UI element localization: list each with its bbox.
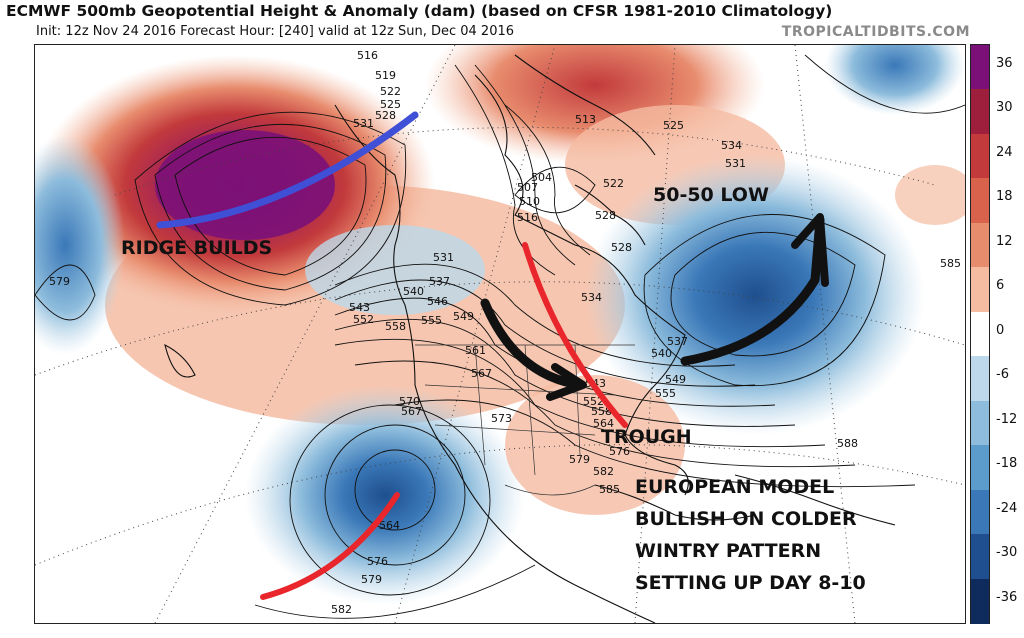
svg-text:549: 549: [453, 310, 474, 323]
svg-text:531: 531: [353, 117, 374, 130]
map-svg: 516 519 522 525 528 531 504 507 510 513 …: [35, 45, 965, 623]
svg-text:525: 525: [380, 98, 401, 111]
colorbar-tick-label: 30: [996, 100, 1013, 116]
commentary-line-3: WINTRY PATTERN: [635, 540, 821, 562]
colorbar-swatch: [971, 267, 989, 313]
svg-text:579: 579: [49, 275, 70, 288]
svg-text:522: 522: [380, 85, 401, 98]
colorbar-tick-label: -24: [996, 500, 1018, 516]
colorbar-swatch: [971, 356, 989, 402]
svg-text:570: 570: [399, 395, 420, 408]
brand-watermark: TROPICALTIDBITS.COM: [781, 24, 970, 40]
colorbar-tick-label: -36: [996, 589, 1018, 605]
trough-label: TROUGH: [601, 426, 692, 448]
svg-text:519: 519: [375, 69, 396, 82]
map-panel: 516 519 522 525 528 531 504 507 510 513 …: [34, 44, 966, 624]
colorbar-swatch: [971, 89, 989, 135]
colorbar-swatch: [971, 445, 989, 491]
svg-text:573: 573: [491, 412, 512, 425]
fifty-fifty-low-label: 50-50 LOW: [653, 184, 769, 206]
svg-text:513: 513: [575, 113, 596, 126]
svg-text:507: 507: [517, 181, 538, 194]
svg-text:585: 585: [599, 483, 620, 496]
coastlines: [164, 54, 896, 623]
commentary-line-4: SETTING UP DAY 8-10: [635, 572, 866, 594]
sw-trough-line: [260, 492, 400, 600]
flow-arrow-trough: [480, 298, 587, 401]
svg-text:567: 567: [471, 367, 492, 380]
svg-text:537: 537: [429, 275, 450, 288]
svg-text:579: 579: [569, 453, 590, 466]
svg-text:543: 543: [349, 301, 370, 314]
svg-text:552: 552: [353, 313, 374, 326]
svg-text:567: 567: [401, 405, 422, 418]
latlon-grid: [35, 45, 965, 623]
colorbar-tick-label: -18: [996, 456, 1018, 472]
svg-text:540: 540: [403, 285, 424, 298]
colorbar-tick-label: -12: [996, 411, 1018, 427]
trough-axis-line: [522, 242, 628, 428]
colorbar-tick-label: 6: [996, 278, 1005, 294]
colorbar-swatch: [971, 534, 989, 580]
chart-subtitle: Init: 12z Nov 24 2016 Forecast Hour: [24…: [36, 24, 515, 39]
svg-text:516: 516: [357, 49, 378, 62]
colorbar-tick-label: 24: [996, 144, 1013, 160]
colorbar-swatch: [971, 133, 989, 180]
svg-text:564: 564: [379, 519, 400, 532]
colorbar-tick-label: 12: [996, 233, 1013, 249]
ridge-axis-line: [156, 111, 419, 229]
height-contours: [35, 54, 965, 619]
ridge-builds-label: RIDGE BUILDS: [121, 237, 272, 259]
svg-text:579: 579: [361, 573, 382, 586]
chart-title: ECMWF 500mb Geopotential Height & Anomal…: [6, 2, 833, 20]
commentary-line-1: EUROPEAN MODEL: [635, 476, 834, 498]
height-labels: 516 519 522 525 528 531 504 507 510 513 …: [49, 49, 961, 616]
flow-arrow-northeast: [680, 213, 829, 366]
colorbar-swatch: [971, 400, 989, 447]
colorbar-tick-label: -30: [996, 545, 1018, 561]
svg-text:531: 531: [725, 157, 746, 170]
svg-text:561: 561: [465, 344, 486, 357]
svg-text:558: 558: [591, 405, 612, 418]
colorbar-swatch: [971, 311, 989, 358]
colorbar-swatch: [971, 178, 989, 224]
svg-text:531: 531: [433, 251, 454, 264]
svg-text:537: 537: [667, 335, 688, 348]
svg-text:540: 540: [651, 347, 672, 360]
svg-text:528: 528: [611, 241, 632, 254]
svg-text:504: 504: [531, 171, 552, 184]
svg-text:528: 528: [595, 209, 616, 222]
svg-text:516: 516: [517, 211, 538, 224]
svg-text:576: 576: [609, 445, 630, 458]
svg-text:522: 522: [603, 177, 624, 190]
svg-text:546: 546: [427, 295, 448, 308]
svg-text:534: 534: [581, 291, 602, 304]
svg-text:558: 558: [385, 320, 406, 333]
colorbar-tick-label: 18: [996, 189, 1013, 205]
svg-text:549: 549: [665, 373, 686, 386]
svg-text:510: 510: [519, 195, 540, 208]
svg-text:555: 555: [421, 314, 442, 327]
colorbar-swatch: [971, 45, 989, 91]
svg-text:585: 585: [940, 257, 961, 270]
svg-text:582: 582: [593, 465, 614, 478]
svg-text:588: 588: [837, 437, 858, 450]
svg-text:528: 528: [375, 109, 396, 122]
anomaly-colorbar: [970, 44, 990, 624]
commentary-line-2: BULLISH ON COLDER: [635, 508, 857, 530]
svg-text:555: 555: [655, 387, 676, 400]
svg-text:552: 552: [583, 395, 604, 408]
colorbar-tick-label: -6: [996, 367, 1009, 383]
svg-text:564: 564: [593, 417, 614, 430]
svg-text:576: 576: [367, 555, 388, 568]
colorbar-swatch: [971, 489, 989, 536]
colorbar-tick-label: 0: [996, 322, 1005, 338]
colorbar-swatch: [971, 578, 989, 624]
svg-text:582: 582: [331, 603, 352, 616]
svg-text:525: 525: [663, 119, 684, 132]
svg-text:534: 534: [721, 139, 742, 152]
colorbar-tick-label: 36: [996, 56, 1013, 71]
colorbar-swatch: [971, 222, 989, 269]
